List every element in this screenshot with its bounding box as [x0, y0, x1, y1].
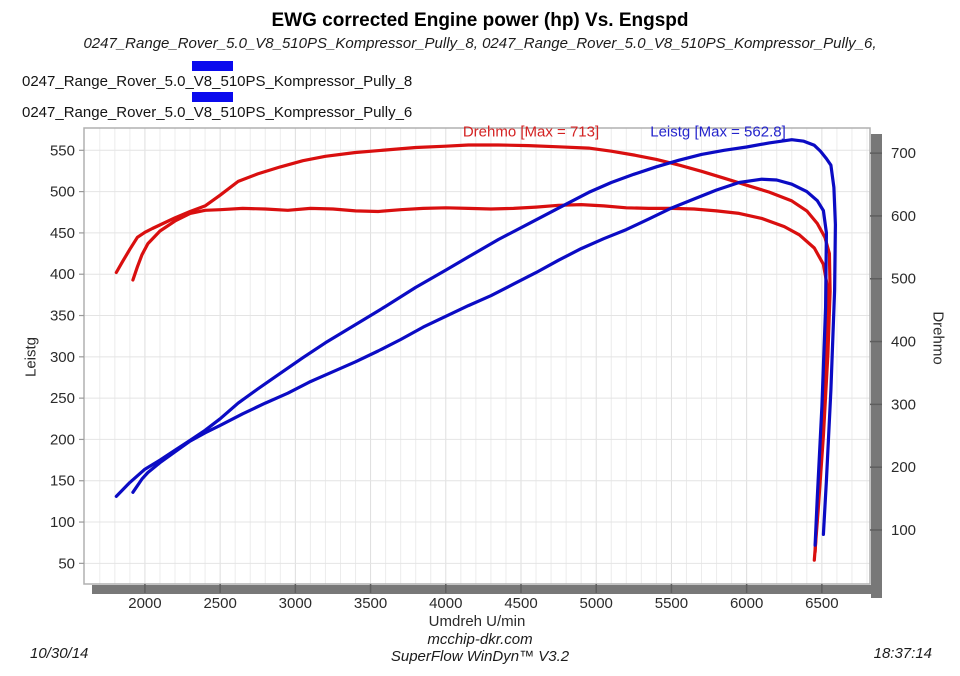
footer-time: 18:37:14	[873, 645, 932, 662]
curve-power	[114, 138, 838, 537]
x-tick-label: 6000	[730, 595, 763, 612]
y-left-tick-label: 500	[50, 184, 75, 201]
y-left-tick-label: 150	[50, 473, 75, 490]
x-tick-label: 4000	[429, 595, 462, 612]
y-left-tick-label: 200	[50, 431, 75, 448]
x-tick-label: 4500	[504, 595, 537, 612]
chart-title: EWG corrected Engine power (hp) Vs. Engs…	[271, 10, 689, 31]
x-tick-label: 2000	[128, 595, 161, 612]
y-right-axis-title: Drehmo	[929, 311, 947, 365]
y-left-tick-label: 350	[50, 308, 75, 325]
x-tick-label: 3000	[279, 595, 312, 612]
footer-website: mcchip-dkr.com	[427, 631, 533, 648]
curve-torque	[114, 143, 832, 562]
x-tick-label: 5000	[580, 595, 613, 612]
legend-swatch-run1	[192, 61, 233, 71]
x-tick-label: 3500	[354, 595, 387, 612]
curve-torque	[131, 203, 829, 554]
y-right-tick-label: 100	[891, 522, 916, 539]
y-right-tick-label: 600	[891, 208, 916, 225]
y-left-tick-label: 450	[50, 225, 75, 242]
y-left-tick-label: 400	[50, 266, 75, 283]
x-tick-label: 6500	[805, 595, 838, 612]
legend-label-run1: 0247_Range_Rover_5.0_V8_510PS_Kompressor…	[22, 73, 413, 90]
y-left-axis-title: Leistg	[22, 336, 40, 378]
legend-label-run2: 0247_Range_Rover_5.0_V8_510PS_Kompressor…	[22, 104, 413, 121]
legend-swatch-run2	[192, 92, 233, 102]
y-left-tick-label: 550	[50, 142, 75, 159]
y-right-tick-label: 700	[891, 145, 916, 162]
chart-subtitle: 0247_Range_Rover_5.0_V8_510PS_Kompressor…	[83, 35, 877, 52]
footer-date: 10/30/14	[30, 645, 89, 662]
plot-frame	[83, 127, 871, 585]
footer-software-version: SuperFlow WinDyn™ V3.2	[390, 648, 570, 665]
y-left-tick-label: 50	[58, 555, 75, 572]
y-right-tick-label: 500	[891, 271, 916, 288]
power-max-annotation: Leistg [Max = 562.8]	[650, 123, 786, 141]
x-tick-label: 2500	[203, 595, 236, 612]
y-left-tick-label: 250	[50, 390, 75, 407]
torque-max-annotation: Drehmo [Max = 713]	[462, 123, 600, 141]
y-right-tick-label: 400	[891, 334, 916, 351]
x-axis-title: Umdreh U/min	[428, 613, 526, 630]
y-right-tick-label: 300	[891, 396, 916, 413]
plot-background	[84, 128, 870, 584]
y-right-tick-label: 200	[891, 459, 916, 476]
plot-shadow-right	[871, 134, 882, 598]
curve-power	[131, 177, 829, 547]
y-left-tick-label: 300	[50, 349, 75, 366]
x-tick-label: 5500	[655, 595, 688, 612]
y-left-tick-label: 100	[50, 514, 75, 531]
plot-shadow-bottom	[92, 585, 882, 594]
